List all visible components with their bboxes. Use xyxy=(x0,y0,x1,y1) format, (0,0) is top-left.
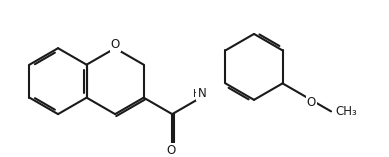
Text: H: H xyxy=(193,89,200,99)
Text: O: O xyxy=(166,144,176,157)
Text: O: O xyxy=(307,96,316,109)
Text: N: N xyxy=(197,87,206,100)
Text: O: O xyxy=(110,38,120,51)
Text: CH₃: CH₃ xyxy=(335,105,357,118)
